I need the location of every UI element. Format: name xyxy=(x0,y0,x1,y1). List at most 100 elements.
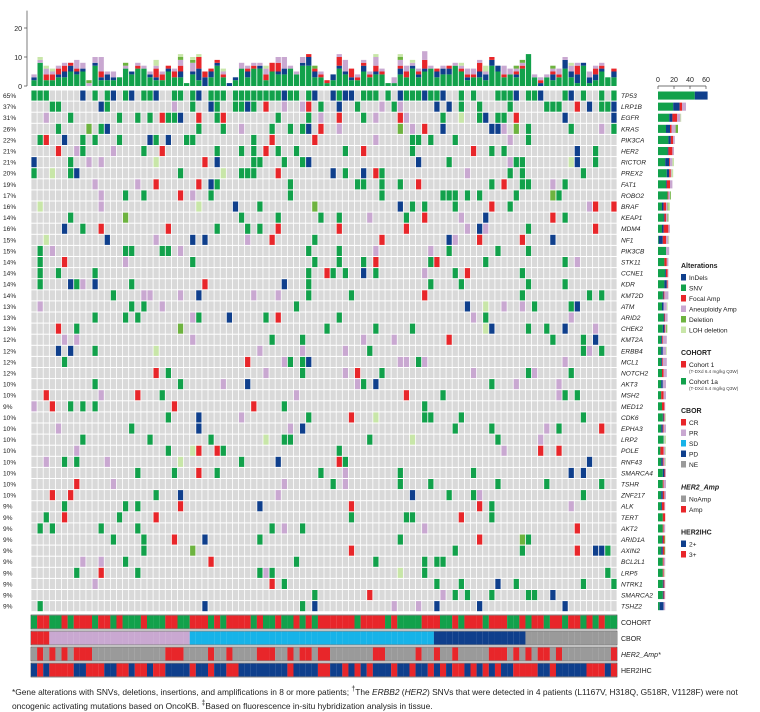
cell-chek2-81 xyxy=(526,324,531,334)
cell-keap1-67 xyxy=(440,213,445,223)
cell-cdk6-27 xyxy=(196,412,201,422)
cell-axin2-66 xyxy=(434,546,439,556)
cell-akt3-17 xyxy=(135,379,140,389)
cell-ntrk1-41 xyxy=(282,579,287,589)
cell-msh2-88 xyxy=(569,390,574,400)
cell-atm-36 xyxy=(251,301,256,311)
cell-axin2-10 xyxy=(92,546,97,556)
top-bar-18-snv xyxy=(141,69,146,86)
cell-tp53-75 xyxy=(489,91,494,101)
cell-keap1-82 xyxy=(532,213,537,223)
cell-lrp5-23 xyxy=(172,568,177,578)
cell-keap1-63 xyxy=(416,213,421,223)
cell-ntrk1-71 xyxy=(465,579,470,589)
cell-smarca4-88 xyxy=(569,468,574,478)
cell-tert-44 xyxy=(300,512,305,522)
cell-mcl1-49 xyxy=(331,357,336,367)
cell-tp53-90 xyxy=(581,91,586,101)
cell-cdk6-22 xyxy=(166,412,171,422)
cell-braf-45 xyxy=(306,202,311,212)
cell-cdk6-33 xyxy=(233,412,238,422)
cell-lrp5-36 xyxy=(251,568,256,578)
cell-tp53-44 xyxy=(300,91,305,101)
cell-lrp1b-83 xyxy=(538,102,543,112)
cell-ccne1-34 xyxy=(239,268,244,278)
top-bar-63-focal xyxy=(416,72,421,75)
cell-rnf43-53 xyxy=(355,457,360,467)
cell-stk11-84 xyxy=(544,257,549,267)
cell-stk11-20 xyxy=(153,257,158,267)
cell-mcl1-78 xyxy=(508,357,513,367)
cell-kmt2d-47 xyxy=(318,290,323,300)
cell-tshr-63 xyxy=(416,479,421,489)
cell-kdr-89 xyxy=(575,279,580,289)
cell-rictor-13 xyxy=(111,157,116,167)
cell-epha3-6 xyxy=(68,424,73,434)
cell-keap1-20 xyxy=(153,213,158,223)
cell-arid1a-70 xyxy=(459,535,464,545)
cell-ntrk1-68 xyxy=(446,579,451,589)
cell-rnf43-45 xyxy=(306,457,311,467)
cell-mcl1-10 xyxy=(92,357,97,367)
cell-akt2-52 xyxy=(349,523,354,533)
cell-pik3cb-93 xyxy=(599,246,604,256)
cell-znf217-70 xyxy=(459,490,464,500)
top-bar-93-snv xyxy=(599,72,604,87)
cell-braf-43 xyxy=(294,202,299,212)
cell-stk11-64 xyxy=(422,257,427,267)
cell-tshz2-64 xyxy=(422,601,427,611)
top-bar-51-aneu xyxy=(343,60,348,72)
top-tick-label-20: 20 xyxy=(14,26,22,33)
cell-tshr-11 xyxy=(99,479,104,489)
cell-pole-45 xyxy=(306,446,311,456)
cell-stk11-17 xyxy=(135,257,140,267)
cell-pik3cb-92 xyxy=(593,246,598,256)
cell-smarca2-91 xyxy=(587,590,592,600)
cell-znf217-62 xyxy=(410,490,415,500)
cell-smarca2-3 xyxy=(50,590,55,600)
cell-axin2-47 xyxy=(318,546,323,556)
cell-tp53-86 xyxy=(556,91,561,101)
cell-prex2-39 xyxy=(269,168,274,178)
cell-lrp1b-20 xyxy=(153,102,158,112)
cell-ntrk1-29 xyxy=(208,579,213,589)
cell-tshr-38 xyxy=(263,479,268,489)
cell-ntrk1-40 xyxy=(276,579,281,589)
cell-bcl2l1-77 xyxy=(501,557,506,567)
cell-ccne1-91 xyxy=(587,268,592,278)
cell-cdk6-80 xyxy=(520,412,525,422)
cell-erbb4-90 xyxy=(581,346,586,356)
cell-rnf43-87 xyxy=(562,457,567,467)
cell-smarca2-82 xyxy=(532,590,537,600)
cell-tshz2-62 xyxy=(410,601,415,611)
top-bar-50-aneu xyxy=(337,54,342,57)
cell-mdm4-38 xyxy=(263,224,268,234)
cell-tert-35 xyxy=(245,512,250,522)
cell-braf-14 xyxy=(117,202,122,212)
cell-ntrk1-72 xyxy=(471,579,476,589)
cell-kdr-66 xyxy=(434,279,439,289)
gene-cdk6: CDK6 xyxy=(621,415,639,422)
cell-tshr-50 xyxy=(337,479,342,489)
cell-kmt2d-62 xyxy=(410,290,415,300)
cell-mdm4-81 xyxy=(526,224,531,234)
cell-notch2-52 xyxy=(349,368,354,378)
cell-pik3ca-60 xyxy=(398,135,403,145)
cell-notch2-31 xyxy=(221,368,226,378)
cell-arid2-11 xyxy=(99,313,104,323)
cell-robo2-62 xyxy=(410,190,415,200)
cell-epha3-15 xyxy=(123,424,128,434)
cell-med12-77 xyxy=(501,401,506,411)
cell-smarca4-3 xyxy=(50,468,55,478)
cell-rictor-8 xyxy=(80,157,85,167)
cell-tert-68 xyxy=(446,512,451,522)
cell-chek2-57 xyxy=(379,324,384,334)
cell-epha3-75 xyxy=(489,424,494,434)
cell-lrp1b-65 xyxy=(428,102,433,112)
cell-fat1-64 xyxy=(422,179,427,189)
cell-her2-9 xyxy=(86,146,91,156)
cell-her2-39 xyxy=(269,146,274,156)
cell-znf217-19 xyxy=(147,490,152,500)
cell-smarca2-83 xyxy=(538,590,543,600)
cell-axin2-79 xyxy=(514,546,519,556)
